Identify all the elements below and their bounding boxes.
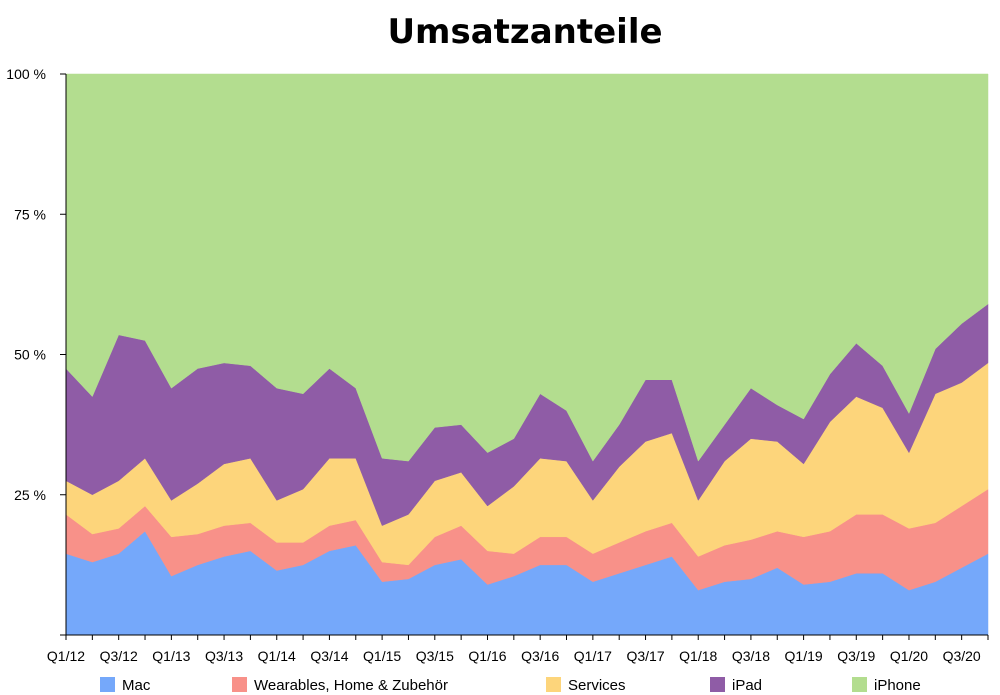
area-iphone (65, 73, 989, 462)
legend-swatch-wearables-home-zubeh-r (232, 677, 247, 692)
y-tick-label: 25 % (14, 487, 46, 503)
x-tick-label: Q3/18 (732, 648, 770, 664)
y-tick-label: 75 % (14, 206, 46, 222)
chart-title: Umsatzanteile (387, 12, 662, 52)
x-tick-label: Q1/17 (574, 648, 612, 664)
area-layers (65, 73, 989, 636)
x-tick-label: Q1/19 (785, 648, 823, 664)
x-axis: Q1/12 Q3/12 Q1/13 Q3/13 Q1/14 Q3/14 Q1/15 Q3/15… (47, 634, 989, 664)
legend-swatch-services (546, 677, 561, 692)
y-axis: 25 % 50 % 75 % 100 % (6, 66, 67, 636)
x-tick-label: Q3/17 (626, 648, 664, 664)
legend-label-services: Services (568, 677, 626, 694)
x-tick-label: Q1/12 (47, 648, 85, 664)
x-tick-label: Q3/15 (416, 648, 454, 664)
x-tick-label: Q3/14 (310, 648, 348, 664)
x-tick-label: Q1/14 (258, 648, 296, 664)
x-tick-label: Q1/18 (679, 648, 717, 664)
x-tick-label: Q3/13 (205, 648, 243, 664)
x-tick-label: Q3/19 (837, 648, 875, 664)
legend: Mac Wearables, Home & Zubehör Services iPad… (100, 677, 921, 694)
x-tick-label: Q1/15 (363, 648, 401, 664)
y-tick-label: 50 % (14, 347, 46, 363)
legend-swatch-mac (100, 677, 115, 692)
y-tick-label: 100 % (6, 66, 46, 82)
legend-label-mac: Mac (122, 677, 151, 694)
x-tick-label: Q1/20 (890, 648, 928, 664)
x-tick-label: Q3/20 (943, 648, 981, 664)
legend-label-ipad: iPad (732, 677, 762, 694)
legend-label-wearables-home-zubeh-r: Wearables, Home & Zubehör (254, 677, 448, 694)
x-tick-label: Q3/16 (521, 648, 559, 664)
legend-label-iphone: iPhone (874, 677, 921, 694)
legend-swatch-iphone (852, 677, 867, 692)
x-tick-label: Q1/13 (152, 648, 190, 664)
x-tick-label: Q1/16 (468, 648, 506, 664)
x-tick-label: Q3/12 (100, 648, 138, 664)
legend-swatch-ipad (710, 677, 725, 692)
